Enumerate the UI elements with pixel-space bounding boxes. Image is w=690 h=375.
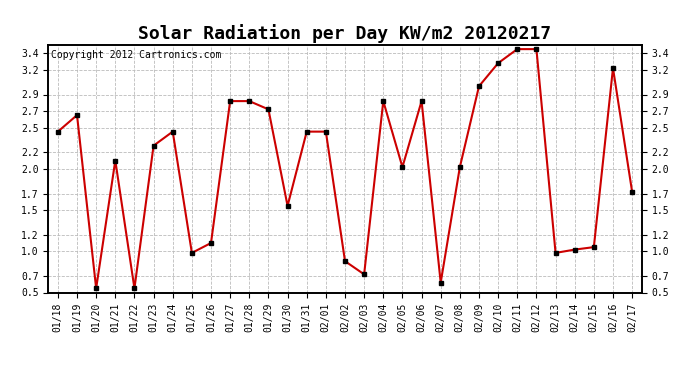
Title: Solar Radiation per Day KW/m2 20120217: Solar Radiation per Day KW/m2 20120217: [139, 24, 551, 44]
Text: Copyright 2012 Cartronics.com: Copyright 2012 Cartronics.com: [51, 50, 221, 60]
